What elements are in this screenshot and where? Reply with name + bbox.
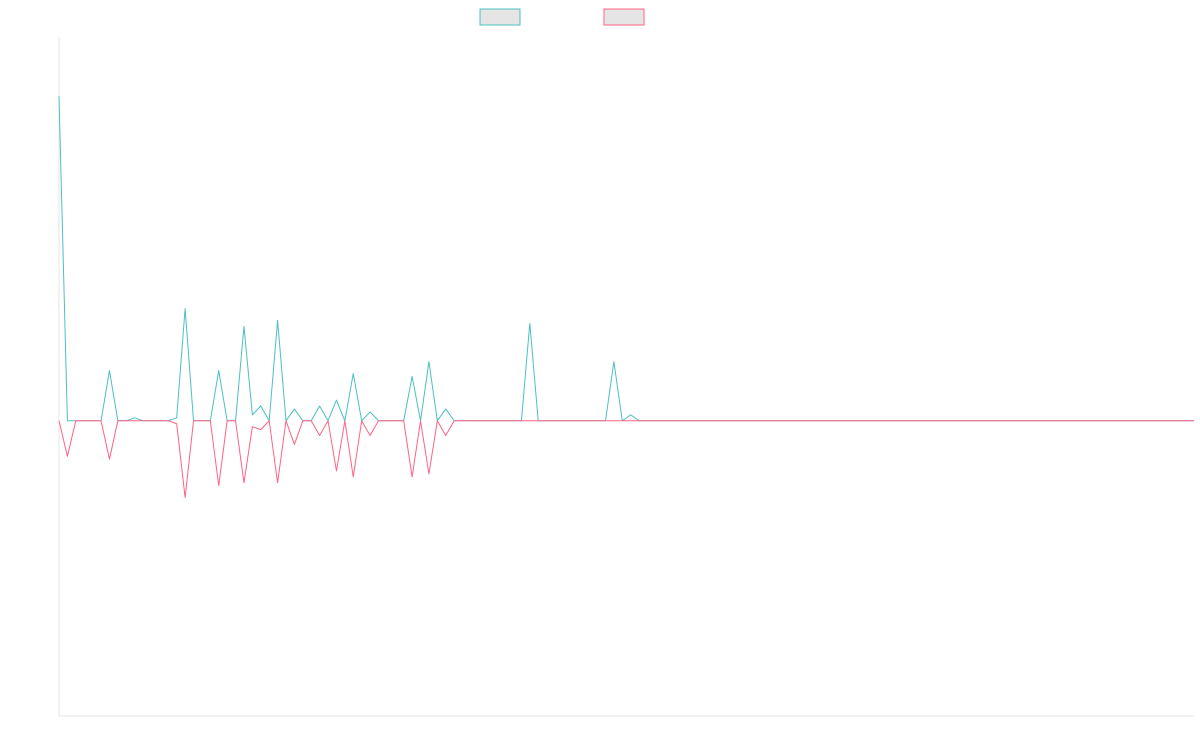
series-layer	[58, 96, 1194, 499]
legend-swatch-1[interactable]	[479, 8, 521, 26]
axes	[58, 37, 1194, 717]
legend	[479, 8, 645, 26]
legend-item-1[interactable]	[479, 8, 521, 26]
series-line-1	[58, 96, 1194, 422]
legend-item-2[interactable]	[603, 8, 645, 26]
series-line-2	[58, 420, 1194, 499]
legend-swatch-2[interactable]	[603, 8, 645, 26]
